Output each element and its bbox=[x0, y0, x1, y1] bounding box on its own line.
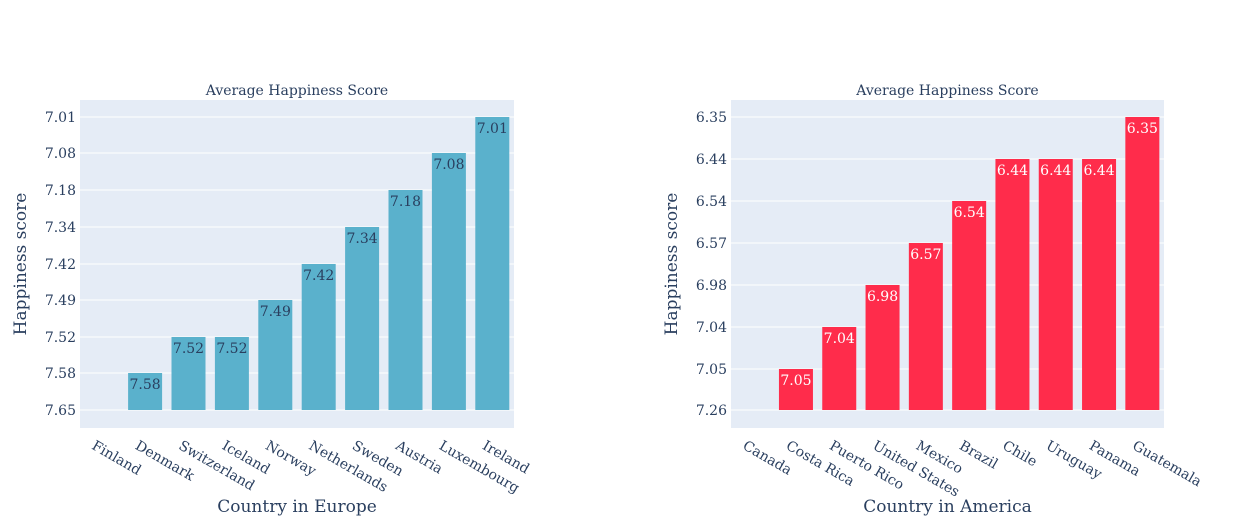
y-tick-label: 7.26 bbox=[696, 403, 727, 419]
bar bbox=[1125, 117, 1160, 410]
data-label: 7.42 bbox=[303, 268, 334, 284]
y-tick-label: 6.35 bbox=[696, 110, 727, 126]
data-label: 7.34 bbox=[347, 231, 378, 247]
bar bbox=[995, 159, 1030, 410]
chart-title: Average Happiness Score bbox=[205, 83, 388, 99]
y-tick-label: 7.49 bbox=[45, 293, 76, 309]
data-label: 6.44 bbox=[1040, 163, 1071, 179]
y-tick-label: 7.05 bbox=[696, 362, 727, 378]
bar bbox=[431, 153, 466, 410]
y-tick-label: 7.04 bbox=[696, 320, 727, 336]
y-tick-label: 7.42 bbox=[45, 257, 76, 273]
data-label: 6.44 bbox=[1083, 163, 1114, 179]
data-label: 7.05 bbox=[780, 373, 811, 389]
bar bbox=[1082, 159, 1117, 410]
data-label: 6.57 bbox=[910, 247, 941, 263]
chart-panel-1: 7.26 7.05 7.04 6.98 6.57 6.54 6.44 6.35 Canada 7.… bbox=[662, 83, 1204, 517]
bar bbox=[128, 373, 163, 410]
y-tick-label: 7.58 bbox=[45, 366, 76, 382]
x-axis-title: Country in Europe bbox=[217, 497, 377, 517]
data-label: 6.35 bbox=[1127, 121, 1158, 137]
bar bbox=[778, 369, 813, 410]
y-tick-label: 7.65 bbox=[45, 403, 76, 419]
y-tick-label: 7.08 bbox=[45, 146, 76, 162]
y-axis-title: Happiness score bbox=[11, 193, 31, 336]
x-tick-label: Canada bbox=[740, 438, 795, 479]
bar bbox=[475, 117, 510, 410]
data-label: 7.49 bbox=[260, 304, 291, 320]
bar bbox=[301, 264, 336, 410]
data-label: 7.01 bbox=[477, 121, 508, 137]
y-tick-label: 6.98 bbox=[696, 278, 727, 294]
y-tick-label: 6.44 bbox=[696, 152, 727, 168]
y-tick-label: 7.01 bbox=[45, 110, 76, 126]
bar bbox=[865, 285, 900, 410]
data-label: 6.44 bbox=[997, 163, 1028, 179]
data-label: 6.54 bbox=[954, 205, 985, 221]
y-axis-title: Happiness score bbox=[662, 193, 682, 336]
bar bbox=[908, 243, 943, 410]
chart-title: Average Happiness Score bbox=[855, 83, 1038, 99]
data-label: 7.52 bbox=[216, 341, 247, 357]
chart-panel-0: 7.65 7.58 7.52 7.49 7.42 7.34 7.18 7.08 7.01 Finl… bbox=[11, 83, 532, 517]
x-axis-title: Country in America bbox=[863, 497, 1032, 517]
x-tick-label: Finland bbox=[89, 438, 144, 479]
y-tick-label: 6.57 bbox=[696, 236, 727, 252]
data-label: 6.98 bbox=[867, 289, 898, 305]
bar bbox=[952, 201, 987, 410]
bar bbox=[388, 190, 423, 410]
data-label: 7.58 bbox=[130, 377, 161, 393]
data-label: 7.08 bbox=[433, 157, 464, 173]
x-tick-label: Chile bbox=[1000, 438, 1040, 470]
bar bbox=[171, 337, 206, 410]
data-label: 7.52 bbox=[173, 341, 204, 357]
bar bbox=[258, 300, 293, 410]
y-tick-label: 7.18 bbox=[45, 183, 76, 199]
data-label: 7.18 bbox=[390, 194, 421, 210]
bar bbox=[214, 337, 249, 410]
bar bbox=[345, 227, 380, 410]
y-tick-label: 7.52 bbox=[45, 330, 76, 346]
bar bbox=[1038, 159, 1073, 410]
data-label: 7.04 bbox=[824, 331, 855, 347]
bar bbox=[822, 327, 857, 410]
y-tick-label: 6.54 bbox=[696, 194, 727, 210]
y-tick-label: 7.34 bbox=[45, 220, 76, 236]
